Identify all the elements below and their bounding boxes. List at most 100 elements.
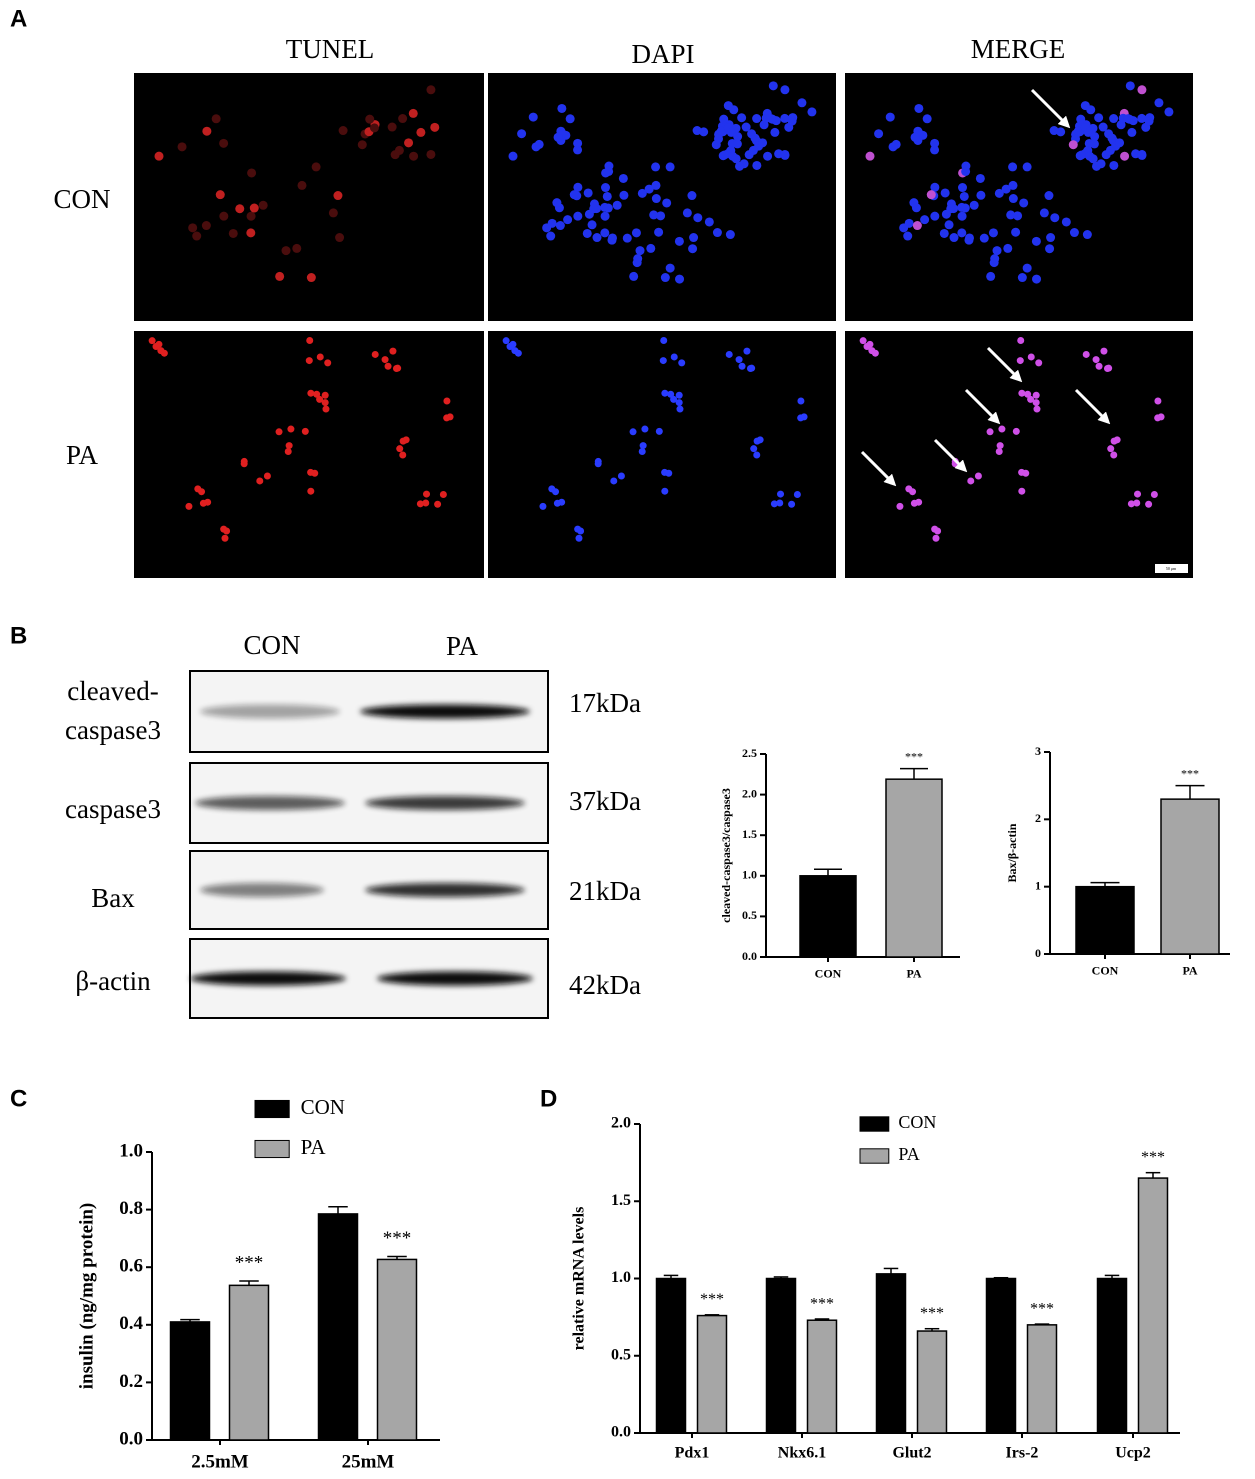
cell bbox=[930, 138, 940, 148]
cell bbox=[655, 427, 663, 435]
cell bbox=[573, 138, 583, 148]
significance: *** bbox=[700, 1291, 724, 1308]
cell bbox=[316, 353, 324, 361]
legend-label: PA bbox=[301, 1135, 327, 1159]
cell bbox=[1137, 150, 1147, 160]
cell bbox=[1049, 126, 1059, 136]
cell bbox=[667, 390, 675, 398]
cell bbox=[1110, 437, 1118, 445]
blot-row-label: β-actin bbox=[75, 966, 151, 996]
cell bbox=[1145, 500, 1153, 508]
legend-swatch bbox=[254, 1099, 290, 1119]
cell bbox=[629, 271, 639, 281]
cell bbox=[446, 413, 454, 421]
cell bbox=[631, 228, 641, 238]
cell bbox=[1024, 390, 1032, 398]
cell bbox=[221, 534, 229, 542]
cell bbox=[333, 191, 343, 201]
cell bbox=[665, 263, 675, 273]
cell bbox=[220, 525, 228, 533]
x-tick-label: CON bbox=[815, 966, 842, 980]
cell bbox=[1107, 445, 1115, 453]
blot-size: 37kDa bbox=[569, 786, 641, 816]
cell bbox=[514, 349, 522, 357]
cell bbox=[219, 138, 229, 148]
cell bbox=[246, 228, 256, 238]
cell bbox=[396, 445, 404, 453]
bar bbox=[1026, 1324, 1058, 1434]
cell bbox=[1069, 228, 1079, 238]
y-tick-label: 3 bbox=[1035, 744, 1041, 758]
cell bbox=[185, 502, 193, 510]
cell bbox=[725, 350, 733, 358]
cell bbox=[617, 472, 625, 480]
cell bbox=[612, 200, 622, 210]
cell bbox=[770, 127, 780, 137]
arrows bbox=[860, 88, 1111, 487]
cell bbox=[800, 413, 808, 421]
cell bbox=[711, 140, 721, 150]
cell bbox=[292, 243, 302, 253]
cell bbox=[408, 108, 418, 118]
cell bbox=[439, 490, 447, 498]
micrograph bbox=[488, 73, 836, 321]
cell bbox=[958, 183, 968, 193]
cell bbox=[676, 405, 684, 413]
cell bbox=[992, 246, 1002, 256]
cell bbox=[637, 188, 647, 198]
cell bbox=[780, 85, 790, 95]
cell bbox=[263, 472, 271, 480]
cell bbox=[949, 233, 959, 243]
cell bbox=[1137, 85, 1147, 95]
micrograph bbox=[134, 331, 484, 578]
cell bbox=[776, 499, 784, 507]
cell bbox=[1092, 161, 1102, 171]
cell bbox=[967, 477, 975, 485]
cell bbox=[735, 161, 745, 171]
cell bbox=[753, 451, 761, 459]
cell bbox=[563, 215, 573, 225]
cell bbox=[1027, 353, 1035, 361]
bar bbox=[916, 1330, 948, 1434]
cell bbox=[1082, 230, 1092, 240]
cell bbox=[249, 203, 259, 213]
cell bbox=[1100, 347, 1108, 355]
cell bbox=[678, 359, 686, 367]
cell bbox=[979, 233, 989, 243]
cell bbox=[770, 500, 778, 508]
cell bbox=[689, 233, 699, 243]
cell bbox=[768, 81, 778, 91]
y-tick-label: 0.4 bbox=[119, 1313, 143, 1334]
cell bbox=[528, 112, 538, 122]
cell bbox=[738, 362, 746, 370]
micrograph bbox=[488, 331, 836, 578]
cell bbox=[994, 188, 1004, 198]
cell bbox=[335, 233, 345, 243]
cell bbox=[719, 114, 729, 124]
cell bbox=[670, 353, 678, 361]
cell bbox=[1115, 138, 1125, 148]
x-tick-label: 2.5mM bbox=[191, 1452, 249, 1473]
cell bbox=[675, 399, 683, 407]
cell bbox=[371, 350, 379, 358]
cell bbox=[546, 231, 556, 241]
cell bbox=[1016, 357, 1024, 365]
cell bbox=[1012, 427, 1020, 435]
cell bbox=[235, 204, 245, 214]
cell bbox=[788, 500, 796, 508]
cell bbox=[670, 395, 678, 403]
charts: 0.0 0.5 1.0 1.5 2.0 2.5 cleaved-caspase3/caspa… bbox=[76, 744, 1230, 1473]
arrow bbox=[986, 346, 1023, 383]
cell bbox=[651, 162, 661, 172]
cell bbox=[635, 246, 645, 256]
cell bbox=[1018, 487, 1026, 495]
blot-column: PA bbox=[446, 631, 479, 661]
cell bbox=[553, 132, 563, 142]
cell bbox=[398, 114, 408, 124]
bar bbox=[875, 1273, 907, 1434]
cell bbox=[661, 389, 669, 397]
band bbox=[377, 971, 533, 986]
blot-row-label: Bax bbox=[91, 883, 135, 913]
cell bbox=[1013, 211, 1023, 221]
cell bbox=[1107, 133, 1117, 143]
